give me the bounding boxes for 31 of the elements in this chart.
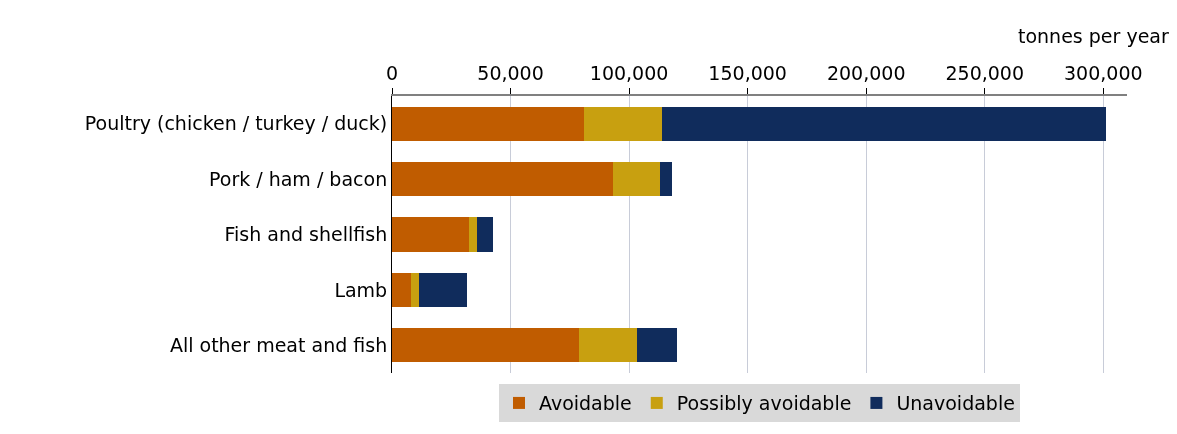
y-tick-label: Pork / ham / bacon <box>209 167 388 190</box>
bar <box>392 328 580 363</box>
bar <box>392 217 470 252</box>
x-tick-label: 200,000 <box>826 62 906 85</box>
bar <box>419 272 468 308</box>
y-tick-label: Fish and shellfish <box>224 223 388 246</box>
x-tick-label: 0 <box>385 62 399 85</box>
bar <box>411 272 420 308</box>
bar <box>392 272 412 308</box>
y-tick-label: All other meat and fish <box>169 333 388 356</box>
bar <box>636 328 677 363</box>
bar <box>584 106 663 141</box>
bar <box>477 217 494 252</box>
x-tick-label: 150,000 <box>708 62 787 85</box>
legend-label: Possibly avoidable <box>676 392 852 415</box>
bar <box>579 328 637 363</box>
x-tick-label: 100,000 <box>589 62 669 85</box>
x-tick-label: 50,000 <box>477 62 544 85</box>
bar <box>660 161 673 197</box>
x-tick-label: 300,000 <box>1064 62 1143 85</box>
bar <box>469 217 478 252</box>
bar <box>392 161 613 197</box>
bar <box>612 161 661 197</box>
x-axis-title: tonnes per year <box>1018 25 1169 47</box>
legend-label: Unavoidable <box>896 392 1015 415</box>
y-tick-label: Lamb <box>334 278 388 301</box>
bar <box>662 106 1106 141</box>
y-tick-label: Poultry (chicken / turkey / duck) <box>84 112 388 135</box>
bar <box>392 106 585 141</box>
legend-label: Avoidable <box>539 392 632 415</box>
x-tick-label: 250,000 <box>945 62 1025 85</box>
